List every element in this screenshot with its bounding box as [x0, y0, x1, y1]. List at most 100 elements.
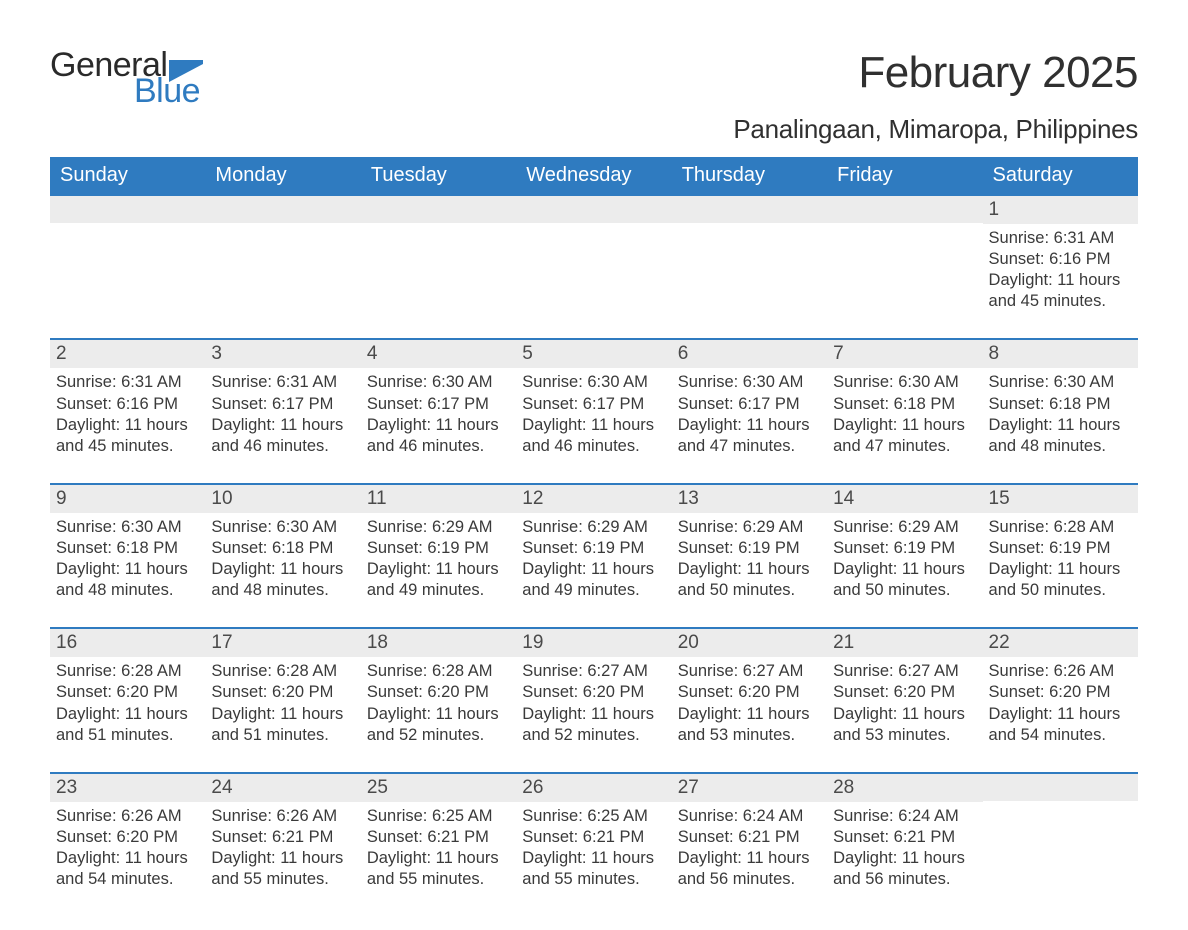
day-cell: 14Sunrise: 6:29 AMSunset: 6:19 PMDayligh… [827, 485, 982, 601]
location-subtitle: Panalingaan, Mimaropa, Philippines [733, 114, 1138, 145]
daylight-text: Daylight: 11 hours and 49 minutes. [522, 559, 665, 601]
day-body: Sunrise: 6:28 AMSunset: 6:20 PMDaylight:… [361, 657, 516, 745]
day-body: Sunrise: 6:29 AMSunset: 6:19 PMDaylight:… [361, 513, 516, 601]
daylight-text: Daylight: 11 hours and 56 minutes. [678, 848, 821, 890]
header: General Blue February 2025 Panalingaan, … [50, 48, 1138, 145]
sunset-text: Sunset: 6:21 PM [522, 827, 665, 848]
sunrise-text: Sunrise: 6:27 AM [833, 661, 976, 682]
sunrise-text: Sunrise: 6:28 AM [211, 661, 354, 682]
sunset-text: Sunset: 6:16 PM [989, 249, 1132, 270]
day-body [205, 223, 360, 227]
day-number [50, 196, 205, 223]
day-number: 10 [205, 485, 360, 513]
day-number: 26 [516, 774, 671, 802]
day-cell [672, 196, 827, 312]
day-number: 22 [983, 629, 1138, 657]
sunset-text: Sunset: 6:20 PM [522, 682, 665, 703]
daylight-text: Daylight: 11 hours and 51 minutes. [211, 704, 354, 746]
day-number: 24 [205, 774, 360, 802]
sunrise-text: Sunrise: 6:25 AM [522, 806, 665, 827]
dow-cell: Tuesday [361, 157, 516, 194]
sunset-text: Sunset: 6:17 PM [211, 394, 354, 415]
dow-cell: Saturday [983, 157, 1138, 194]
day-number: 17 [205, 629, 360, 657]
sunrise-text: Sunrise: 6:29 AM [678, 517, 821, 538]
day-number: 4 [361, 340, 516, 368]
day-body: Sunrise: 6:27 AMSunset: 6:20 PMDaylight:… [516, 657, 671, 745]
day-body: Sunrise: 6:26 AMSunset: 6:20 PMDaylight:… [50, 802, 205, 890]
daylight-text: Daylight: 11 hours and 48 minutes. [211, 559, 354, 601]
day-cell: 17 Sunrise: 6:28 AMSunset: 6:20 PMDayligh… [205, 629, 360, 745]
day-body [361, 223, 516, 227]
day-body: Sunrise: 6:24 AMSunset: 6:21 PMDaylight:… [827, 802, 982, 890]
day-cell: 25Sunrise: 6:25 AMSunset: 6:21 PMDayligh… [361, 774, 516, 890]
week-row: 23Sunrise: 6:26 AMSunset: 6:20 PMDayligh… [50, 772, 1138, 890]
day-number [672, 196, 827, 223]
sunrise-text: Sunrise: 6:28 AM [367, 661, 510, 682]
sunrise-text: Sunrise: 6:31 AM [56, 372, 199, 393]
day-number: 18 [361, 629, 516, 657]
daylight-text: Daylight: 11 hours and 50 minutes. [833, 559, 976, 601]
sunset-text: Sunset: 6:20 PM [56, 827, 199, 848]
daylight-text: Daylight: 11 hours and 46 minutes. [367, 415, 510, 457]
month-title: February 2025 [733, 48, 1138, 98]
day-number: 28 [827, 774, 982, 802]
day-number [983, 774, 1138, 801]
day-cell: 1Sunrise: 6:31 AMSunset: 6:16 PMDaylight… [983, 196, 1138, 312]
day-body: Sunrise: 6:31 AMSunset: 6:16 PMDaylight:… [50, 368, 205, 456]
day-body: Sunrise: 6:28 AMSunset: 6:20 PMDaylight:… [50, 657, 205, 745]
week-row: 9Sunrise: 6:30 AMSunset: 6:18 PMDaylight… [50, 483, 1138, 601]
day-cell: 12Sunrise: 6:29 AMSunset: 6:19 PMDayligh… [516, 485, 671, 601]
daylight-text: Daylight: 11 hours and 54 minutes. [56, 848, 199, 890]
day-body: Sunrise: 6:30 AMSunset: 6:18 PMDaylight:… [205, 513, 360, 601]
sunset-text: Sunset: 6:17 PM [522, 394, 665, 415]
day-body [516, 223, 671, 227]
day-cell: 8Sunrise: 6:30 AMSunset: 6:18 PMDaylight… [983, 340, 1138, 456]
daylight-text: Daylight: 11 hours and 47 minutes. [833, 415, 976, 457]
sunset-text: Sunset: 6:18 PM [211, 538, 354, 559]
sunset-text: Sunset: 6:21 PM [833, 827, 976, 848]
day-body: Sunrise: 6:25 AMSunset: 6:21 PMDaylight:… [361, 802, 516, 890]
day-body [827, 223, 982, 227]
day-body: Sunrise: 6:30 AMSunset: 6:17 PMDaylight:… [672, 368, 827, 456]
sunset-text: Sunset: 6:20 PM [678, 682, 821, 703]
daylight-text: Daylight: 11 hours and 48 minutes. [989, 415, 1132, 457]
week-row: 1Sunrise: 6:31 AMSunset: 6:16 PMDaylight… [50, 194, 1138, 312]
daylight-text: Daylight: 11 hours and 53 minutes. [678, 704, 821, 746]
sunset-text: Sunset: 6:21 PM [367, 827, 510, 848]
day-cell: 5Sunrise: 6:30 AMSunset: 6:17 PMDaylight… [516, 340, 671, 456]
sunset-text: Sunset: 6:19 PM [522, 538, 665, 559]
sunrise-text: Sunrise: 6:31 AM [989, 228, 1132, 249]
day-body: Sunrise: 6:27 AMSunset: 6:20 PMDaylight:… [672, 657, 827, 745]
day-number: 23 [50, 774, 205, 802]
day-cell: 22Sunrise: 6:26 AMSunset: 6:20 PMDayligh… [983, 629, 1138, 745]
sunrise-text: Sunrise: 6:26 AM [56, 806, 199, 827]
day-body: Sunrise: 6:27 AMSunset: 6:20 PMDaylight:… [827, 657, 982, 745]
sunset-text: Sunset: 6:20 PM [211, 682, 354, 703]
sunrise-text: Sunrise: 6:28 AM [56, 661, 199, 682]
sunset-text: Sunset: 6:21 PM [678, 827, 821, 848]
day-number: 21 [827, 629, 982, 657]
sunrise-text: Sunrise: 6:26 AM [211, 806, 354, 827]
day-body: Sunrise: 6:30 AMSunset: 6:17 PMDaylight:… [361, 368, 516, 456]
day-number: 9 [50, 485, 205, 513]
sunrise-text: Sunrise: 6:30 AM [833, 372, 976, 393]
day-number: 2 [50, 340, 205, 368]
sunset-text: Sunset: 6:19 PM [367, 538, 510, 559]
day-number: 25 [361, 774, 516, 802]
day-cell [361, 196, 516, 312]
day-of-week-header: SundayMondayTuesdayWednesdayThursdayFrid… [50, 157, 1138, 194]
sunrise-text: Sunrise: 6:25 AM [367, 806, 510, 827]
sunset-text: Sunset: 6:19 PM [678, 538, 821, 559]
sunset-text: Sunset: 6:20 PM [56, 682, 199, 703]
brand-logo: General Blue [50, 48, 203, 108]
day-body [672, 223, 827, 227]
day-cell: 9Sunrise: 6:30 AMSunset: 6:18 PMDaylight… [50, 485, 205, 601]
sunset-text: Sunset: 6:18 PM [989, 394, 1132, 415]
sunrise-text: Sunrise: 6:29 AM [522, 517, 665, 538]
day-cell: 10Sunrise: 6:30 AMSunset: 6:18 PMDayligh… [205, 485, 360, 601]
sunrise-text: Sunrise: 6:30 AM [211, 517, 354, 538]
sunrise-text: Sunrise: 6:29 AM [367, 517, 510, 538]
sunset-text: Sunset: 6:19 PM [989, 538, 1132, 559]
daylight-text: Daylight: 11 hours and 50 minutes. [989, 559, 1132, 601]
